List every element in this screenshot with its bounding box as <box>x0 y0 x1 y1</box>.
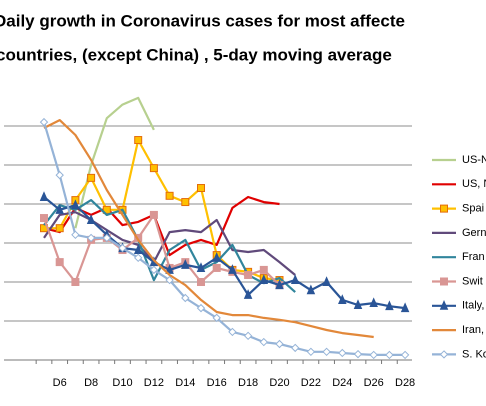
series-marker <box>87 173 96 182</box>
x-tick-label: D8 <box>84 377 98 389</box>
series-marker <box>181 198 190 207</box>
x-tick-label: D14 <box>175 377 195 389</box>
legend-label: Gern <box>462 227 486 239</box>
legend-label: US-N <box>462 154 486 166</box>
legend-marker <box>439 300 449 310</box>
series-marker <box>133 244 143 255</box>
series-marker <box>55 204 64 214</box>
series-marker <box>197 278 205 286</box>
series-marker <box>134 136 143 145</box>
series-marker <box>259 274 269 285</box>
series-marker <box>86 233 96 243</box>
series-marker <box>400 350 410 360</box>
series-marker <box>55 258 64 267</box>
x-tick-label: D28 <box>395 377 415 389</box>
series-marker <box>353 349 363 359</box>
series-marker <box>196 303 206 313</box>
series-marker <box>243 331 253 341</box>
series-line <box>43 211 296 276</box>
legend-label: US, N <box>462 178 486 190</box>
series-marker <box>228 264 237 274</box>
series-marker <box>259 265 268 274</box>
series-marker <box>149 164 158 173</box>
series-marker <box>212 252 221 262</box>
series-marker <box>196 262 206 272</box>
series-marker <box>71 278 80 286</box>
series-marker <box>228 327 237 337</box>
series-marker <box>212 313 221 323</box>
chart-title: Daily growth in Coronavirus cases for mo… <box>0 11 405 30</box>
series-marker <box>71 199 80 210</box>
x-tick-label: D26 <box>364 377 384 389</box>
x-tick-label: D16 <box>207 377 227 389</box>
series-marker <box>133 253 143 263</box>
series-marker <box>118 243 127 253</box>
series-marker <box>102 205 111 214</box>
x-tick-label: D12 <box>144 377 164 389</box>
series-marker <box>71 230 80 240</box>
series-marker <box>243 289 253 299</box>
x-tick-label: D24 <box>332 377 352 389</box>
series-marker <box>259 337 269 347</box>
x-tick-label: D6 <box>53 377 67 389</box>
series-marker <box>353 299 363 310</box>
series-marker <box>102 233 112 243</box>
series-marker <box>149 210 158 219</box>
x-tick-label: D20 <box>269 377 289 389</box>
series-marker <box>306 284 316 295</box>
series-marker <box>369 350 378 360</box>
series-marker <box>55 170 64 180</box>
legend-label: Swit <box>462 275 483 287</box>
x-tick-label: D18 <box>238 377 258 389</box>
series-marker <box>86 214 96 224</box>
legend-label: Spai <box>462 203 484 215</box>
series-line <box>43 119 374 339</box>
series-marker <box>322 276 331 286</box>
series-marker <box>385 300 394 311</box>
legend-label: S. Ko <box>462 348 486 360</box>
series-marker <box>275 339 284 349</box>
series-marker <box>55 224 64 233</box>
series-marker <box>369 297 378 308</box>
legend-label: Fran <box>462 251 485 263</box>
series-marker <box>197 184 205 193</box>
series-line <box>42 213 281 286</box>
series-marker <box>39 191 49 201</box>
legend-label: Italy, <box>462 300 484 312</box>
series-marker <box>400 302 410 313</box>
series-marker <box>338 294 347 304</box>
series-marker <box>275 279 284 290</box>
legend-marker <box>440 277 448 286</box>
series-marker <box>290 274 300 285</box>
series-marker <box>338 348 347 358</box>
series-line <box>44 138 280 282</box>
series-marker <box>181 259 190 269</box>
x-tick-label: D22 <box>301 377 321 389</box>
series-marker <box>165 264 174 274</box>
legend-marker <box>440 204 448 213</box>
series-marker <box>39 117 49 127</box>
series-marker <box>165 191 174 200</box>
legend-marker <box>439 350 449 359</box>
chart-title: countries, (except China) , 5-day moving… <box>0 45 392 64</box>
series-marker <box>290 343 300 353</box>
series-marker <box>149 265 159 275</box>
series-line <box>43 199 296 293</box>
series-marker <box>385 350 394 360</box>
series-marker <box>322 347 331 357</box>
x-tick-label: D10 <box>112 377 132 389</box>
series-marker <box>306 347 316 357</box>
series-marker <box>165 275 174 285</box>
series-marker <box>212 263 221 272</box>
series-marker <box>40 214 48 223</box>
legend-label: Iran, <box>462 324 484 336</box>
series-marker <box>181 293 190 303</box>
series-marker <box>244 270 253 279</box>
